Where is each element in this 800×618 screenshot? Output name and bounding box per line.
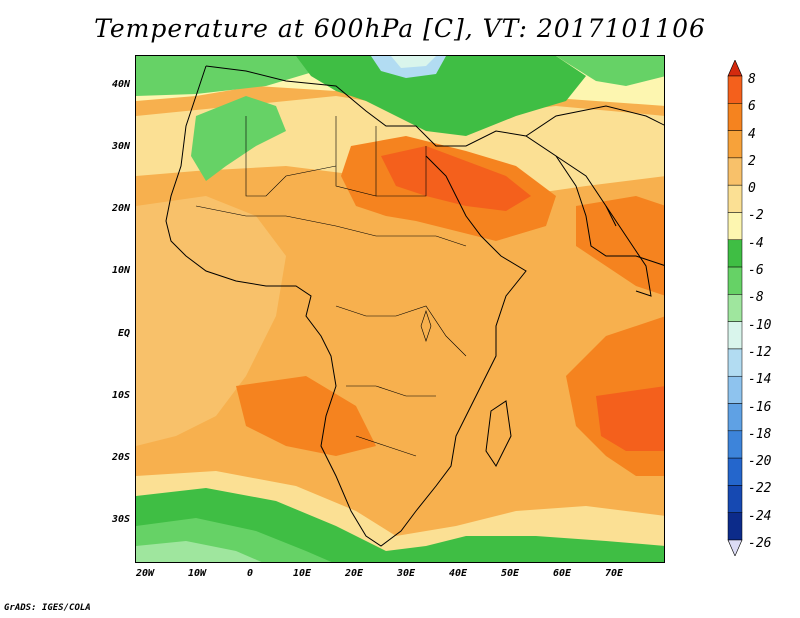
contour-band-4-6-indian-ocean	[596, 386, 664, 451]
contour-band-2-4-india	[576, 196, 664, 296]
colorbar-label: -12	[748, 344, 772, 360]
contour-band-neg10-neg8-turkey	[391, 56, 436, 68]
country-borders	[195, 116, 467, 457]
colorbar-segment	[727, 103, 743, 131]
border-central-africa	[335, 305, 467, 357]
lake-victoria	[420, 310, 432, 342]
colorbar-segment	[727, 184, 743, 213]
colorbar-label: -22	[748, 481, 772, 497]
madagascar	[485, 400, 512, 467]
african-coastline	[165, 65, 527, 547]
india-west-coast	[605, 205, 652, 297]
colorbar-top-arrow	[727, 60, 743, 77]
colorbar-label: -2	[748, 208, 764, 224]
colorbar-label: 6	[748, 99, 756, 115]
contour-band-neg10-neg8-south	[136, 541, 262, 562]
lon-label-0: 0	[246, 568, 254, 579]
border-libya	[335, 116, 377, 197]
border-southern-africa	[346, 385, 436, 397]
colorbar-segment	[727, 485, 743, 513]
colorbar-segment	[727, 130, 743, 159]
colorbar-segment	[727, 375, 743, 404]
contour-band-caspian-green	[556, 56, 664, 86]
lat-label-40n: 40N	[111, 79, 130, 90]
colorbar-label: -20	[748, 454, 772, 470]
lon-label-10e: 10E	[292, 568, 312, 579]
colorbar-bottom-arrow	[727, 539, 743, 556]
colorbar-label: -18	[748, 426, 772, 442]
colorbar-segment	[727, 457, 743, 486]
asia-coast	[525, 105, 664, 137]
lon-label-40e: 40E	[448, 568, 468, 579]
colorbar-segment	[727, 321, 743, 350]
border-algeria	[245, 116, 337, 197]
colorbar-segment	[727, 239, 743, 268]
lon-label-20e: 20E	[344, 568, 364, 579]
colorbar-label: -16	[748, 399, 772, 415]
contour-band-neg6-neg4-morocco	[191, 96, 286, 181]
border-sahel	[195, 205, 467, 247]
lon-label-70e: 70E	[604, 568, 624, 579]
border-south-africa	[355, 435, 417, 457]
lat-label-30n: 30N	[111, 141, 130, 152]
contour-band-0-2	[136, 196, 286, 446]
coastlines	[165, 65, 664, 547]
lat-label-20s: 20S	[111, 452, 130, 463]
lat-label-10s: 10S	[111, 390, 130, 401]
colorbar-label: -10	[748, 317, 772, 333]
contour-band-neg6-neg4-atlantic-north	[136, 56, 316, 96]
colorbar-segment	[727, 157, 743, 186]
colorbar-segment	[727, 512, 743, 541]
contour-band-4-6-sahara	[381, 146, 531, 211]
red-sea-arabia	[555, 155, 617, 227]
lat-label-10n: 10N	[111, 265, 130, 276]
colorbar-segment	[727, 403, 743, 432]
lat-label-eq: EQ	[117, 328, 130, 339]
colorbar-label: 4	[748, 126, 756, 142]
colorbar-label: 2	[748, 153, 756, 169]
colorbar-segment	[727, 294, 743, 322]
lat-label-20n: 20N	[111, 203, 130, 214]
colorbar-label: -4	[748, 235, 764, 251]
colorbar-segment	[727, 348, 743, 377]
grads-credit: GrADS: IGES/COLA	[4, 603, 91, 613]
colorbar-label: -14	[748, 372, 772, 388]
colorbar-label: 0	[748, 181, 756, 197]
temperature-map	[135, 55, 665, 563]
lat-label-30s: 30S	[111, 514, 130, 525]
colorbar-label: -6	[748, 263, 764, 279]
contour-band-neg8-neg6-mediterranean	[296, 56, 586, 136]
contour-band-2-4-south-atlantic	[236, 376, 376, 456]
lon-label-10w: 10W	[187, 568, 207, 579]
lon-label-20w: 20W	[135, 568, 155, 579]
lon-label-30e: 30E	[396, 568, 416, 579]
colorbar-label: -24	[748, 508, 772, 524]
colorbar-segment	[727, 430, 743, 459]
colorbar-segment	[727, 266, 743, 295]
border-egypt-sudan	[376, 146, 427, 197]
lon-label-60e: 60E	[552, 568, 572, 579]
colorbar-segment	[727, 212, 743, 241]
colorbar-label: -8	[748, 290, 764, 306]
colorbar-label: 8	[748, 72, 756, 87]
lon-label-50e: 50E	[500, 568, 520, 579]
colorbar	[727, 60, 743, 556]
north-coastline	[205, 65, 664, 266]
colorbar-label: -26	[748, 536, 772, 551]
colorbar-segment	[727, 75, 743, 104]
map-svg	[136, 56, 664, 562]
plot-title: Temperature at 600hPa [C], VT: 201710110…	[94, 14, 706, 43]
